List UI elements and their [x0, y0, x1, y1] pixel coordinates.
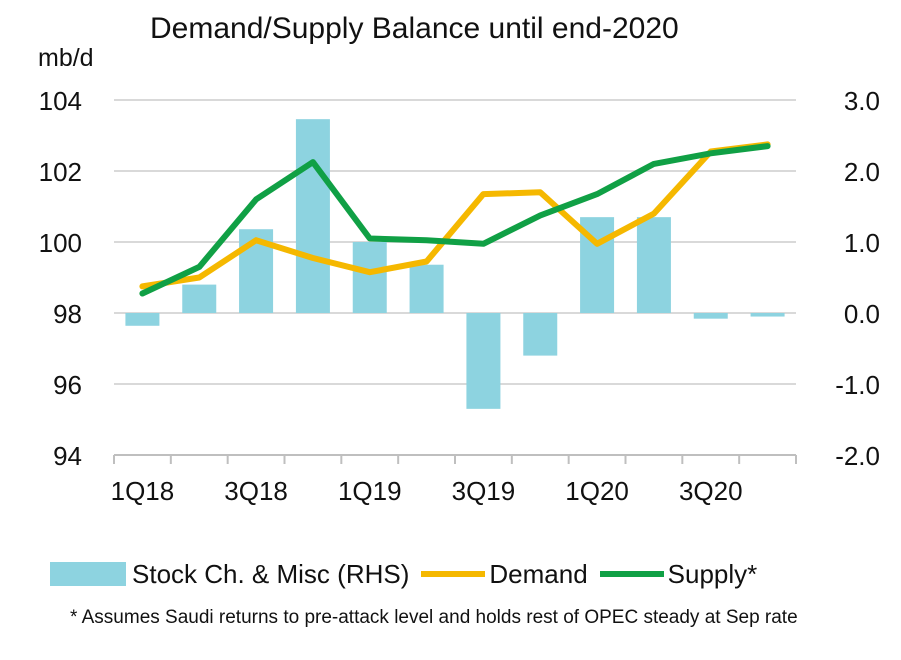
y-left-tick-label: 94	[53, 441, 82, 471]
bar-stock-change	[636, 217, 671, 313]
legend-swatch-supply	[599, 571, 664, 577]
legend-label-supply: Supply*	[667, 558, 758, 589]
x-tick-label: 1Q19	[338, 476, 402, 506]
y-left-tick-label: 102	[39, 157, 82, 187]
legend-label-stock: Stock Ch. & Misc (RHS)	[132, 558, 410, 589]
left-axis-unit: mb/d	[38, 44, 94, 72]
y-left-tick-label: 104	[39, 86, 82, 116]
x-tick-label: 3Q20	[679, 476, 743, 506]
bar-stock-change	[750, 313, 785, 317]
legend-item-demand: Demand	[421, 558, 588, 590]
legend-label-demand: Demand	[489, 558, 588, 589]
legend-swatch-stock	[50, 562, 126, 586]
y-right-tick-label: -1.0	[835, 370, 880, 400]
bar-stock-change	[182, 284, 217, 313]
x-tick-label: 1Q18	[111, 476, 175, 506]
y-left-tick-label: 98	[53, 299, 82, 329]
bar-stock-change	[295, 119, 330, 313]
y-right-tick-label: 2.0	[844, 157, 880, 187]
footnote: * Assumes Saudi returns to pre-attack le…	[70, 607, 798, 628]
line-series	[139, 141, 771, 297]
y-right-tick-label: -2.0	[835, 441, 880, 471]
y-right-tick-label: 1.0	[844, 228, 880, 258]
y-left-tick-label: 100	[39, 228, 82, 258]
x-tick-label: 3Q18	[224, 476, 288, 506]
axes: 94 -2.0 96 -1.0 98 0.0 100 1.0 102 2.0 104 3.0 1Q18 3…	[39, 86, 880, 506]
x-tick-label: 1Q20	[565, 476, 629, 506]
bar-stock-change	[409, 264, 444, 313]
bar-stock-change	[466, 313, 501, 409]
y-right-tick-label: 0.0	[844, 299, 880, 329]
y-right-tick-label: 3.0	[844, 86, 880, 116]
demand-line	[139, 141, 771, 290]
chart-area: 94 -2.0 96 -1.0 98 0.0 100 1.0 102 2.0 104 3.0 1Q18 3…	[39, 86, 880, 506]
y-left-tick-label: 96	[53, 370, 82, 400]
bar-stock-change	[523, 313, 558, 356]
bar-stock-change	[693, 313, 728, 319]
bar-stock-change	[352, 242, 387, 313]
x-tick-label: 3Q19	[452, 476, 516, 506]
legend-item-supply: Supply*	[599, 558, 758, 590]
bar-series	[125, 119, 785, 409]
legend-swatch-demand	[421, 571, 486, 577]
legend-item-stock: Stock Ch. & Misc (RHS)	[50, 559, 409, 590]
legend: Stock Ch. & Misc (RHS) Demand Supply*	[50, 556, 769, 592]
supply-line	[139, 143, 771, 297]
bar-stock-change	[125, 313, 160, 326]
chart-title: Demand/Supply Balance until end-2020	[150, 12, 679, 45]
